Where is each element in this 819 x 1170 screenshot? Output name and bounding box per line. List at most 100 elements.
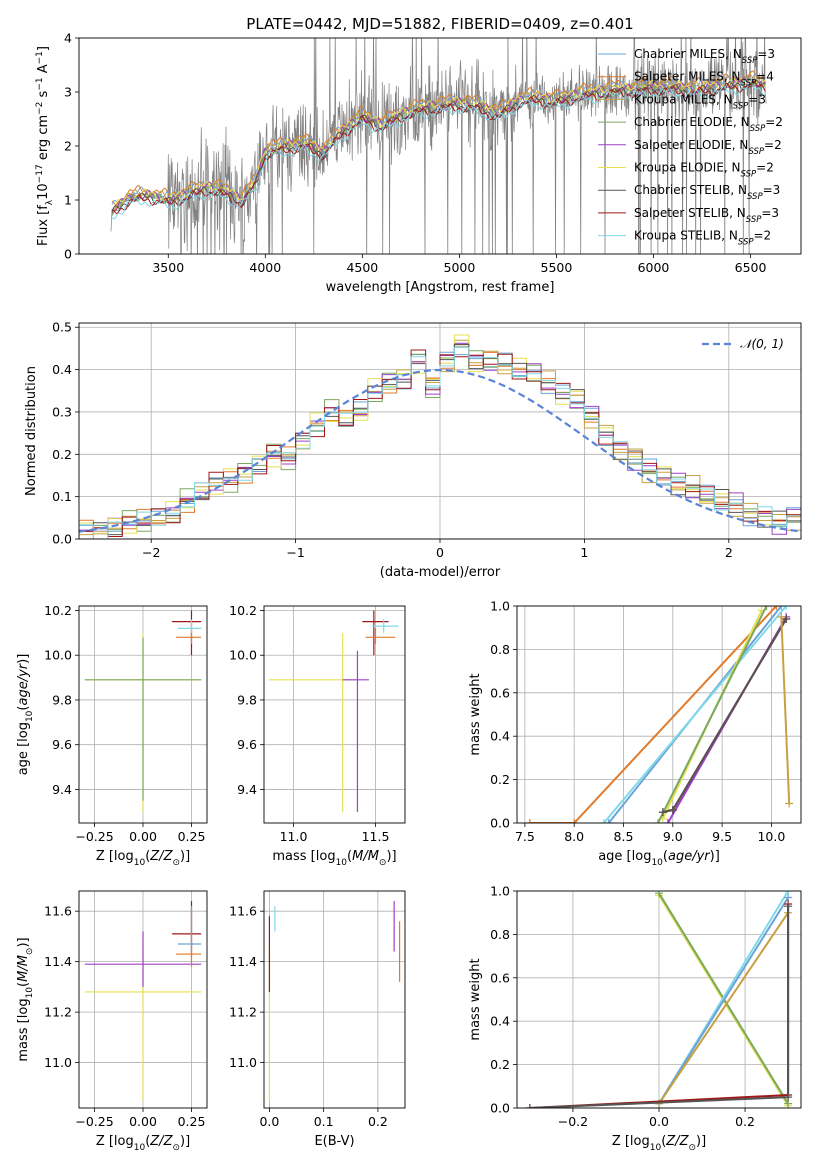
y-axis-label-part: −1	[35, 77, 45, 90]
panel-age-vs-mass: 11.0 11.5 9.4 9.6 9.8 10.0 10.2 mass [log10(M/M…	[229, 603, 406, 868]
y-tick-label: 0.6	[490, 685, 510, 700]
x-axis-label-part: (data-model)/error	[380, 565, 501, 580]
x-axis-label-part: E(B-V)	[314, 1134, 354, 1149]
y-tick-label: 0.2	[52, 447, 72, 462]
x-axis-label-part: 10	[134, 1143, 146, 1153]
y-tick-label: 9.8	[52, 692, 72, 707]
y-axis-label-part: )]	[16, 654, 31, 664]
legend-label: Chabrier STELIB, NSSP=3	[634, 183, 780, 202]
legend-value: =3	[763, 183, 781, 197]
y-axis-label-part: 10	[25, 710, 35, 722]
y-tick-label: 0	[64, 247, 72, 262]
weight-line-kroupa-miles	[780, 616, 791, 804]
x-axis-label: E(B-V)	[314, 1134, 354, 1149]
x-tick-label: 8.5	[614, 829, 634, 844]
x-axis-label-part: ⊙	[172, 1143, 180, 1153]
legend-name: Chabrier STELIB, N	[634, 183, 747, 197]
x-tick-label: 6500	[735, 260, 767, 275]
y-tick-label: 4	[64, 31, 72, 46]
weight-line-chabrier-elodie-marker	[654, 819, 663, 823]
y-tick-label: 11.2	[229, 1005, 257, 1020]
legend-value: =4	[756, 70, 774, 84]
weight-line-kroupa-miles-marker	[785, 799, 794, 808]
x-axis-label: (data-model)/error	[380, 565, 501, 580]
x-tick-label: 8.0	[564, 829, 584, 844]
legend-label: Chabrier MILES, NSSP=3	[634, 47, 775, 66]
legend-sub: SSP	[747, 192, 763, 202]
weight-line-kroupa-stelib-marker	[782, 606, 791, 610]
weight-line-chabrier-stelib-marker	[784, 1093, 793, 1102]
x-tick-label: 9.0	[663, 829, 683, 844]
panel-residuals: −2 −1 0 1 2 0.0 0.1 0.2 0.3 0.4 0.5 𝒩(0, 1) (data-mo…	[24, 320, 802, 580]
x-tick-label: −0.25	[75, 829, 113, 844]
legend-value: =2	[754, 229, 772, 243]
x-axis-label-part: mass [log	[272, 849, 335, 864]
x-tick-label: 0.00	[129, 829, 157, 844]
x-tick-label: 0.2	[368, 1114, 388, 1129]
y-axis-label-part: A	[36, 64, 51, 77]
x-axis-label-part: ⊙	[172, 858, 180, 868]
axes-frame	[263, 605, 406, 824]
x-tick-label: 9.5	[712, 829, 732, 844]
x-axis-label-part: 10	[134, 858, 146, 868]
x-axis-label-part: 10	[336, 858, 348, 868]
x-tick-label: 11.0	[280, 829, 308, 844]
y-tick-label: 0.2	[490, 1057, 510, 1072]
legend-sub: SSP	[750, 124, 766, 134]
x-axis-label-part: Z [log	[612, 1134, 650, 1149]
legend-label: Salpeter ELODIE, NSSP=2	[634, 138, 782, 157]
axes-frame	[516, 605, 802, 824]
y-tick-label: 11.6	[44, 904, 72, 919]
x-tick-label: 7.5	[515, 829, 535, 844]
model-line-kroupa-miles	[111, 73, 766, 212]
y-tick-label: 0.8	[490, 642, 510, 657]
panel-weight-vs-Z: −0.2 0.0 0.2 0.0 0.2 0.4 0.6 0.8 1.0 Z [log10(Z/Z…	[468, 884, 802, 1153]
weight-line-salpeter-elodie-marker	[663, 819, 672, 823]
y-axis-label-part: −17	[35, 164, 45, 183]
y-axis-label-part: ]	[36, 46, 51, 51]
y-tick-label: 0.4	[490, 1014, 510, 1029]
x-tick-label: 5000	[444, 260, 476, 275]
legend-value: =3	[757, 47, 775, 61]
axes-frame	[78, 605, 208, 824]
x-axis-label-part: Z [log	[96, 1134, 134, 1149]
legend-sub: SSP	[742, 56, 758, 66]
x-axis-label: Z [log10(Z/Z⊙)]	[612, 1134, 706, 1153]
y-axis-label: Normed distribution	[24, 366, 39, 496]
y-tick-label: 3	[64, 85, 72, 100]
y-axis-label-part: age/yr	[16, 662, 31, 705]
y-axis-label-part: ⊙	[25, 948, 35, 956]
x-tick-label: 0.1	[314, 1114, 334, 1129]
x-tick-label: −0.25	[75, 1114, 113, 1129]
weight-line-chabrier-stelib-marker	[525, 1104, 534, 1108]
legend-sub: SSP	[738, 238, 754, 248]
weight-line-salpeter-miles	[529, 606, 778, 823]
weight-line-chabrier-stelib-marker	[784, 902, 793, 911]
x-axis-label: Z [log10(Z/Z⊙)]	[96, 849, 190, 868]
y-axis-label-part: mass weight	[468, 958, 483, 1040]
weight-line-chabrier-elodie-marker	[762, 606, 771, 610]
legend-value: =3	[748, 92, 766, 106]
histogram-kroupa-stelib	[79, 347, 801, 539]
x-tick-label: 1	[580, 545, 588, 560]
axes-frame	[516, 890, 802, 1109]
x-axis-label-part: )]	[710, 849, 720, 864]
x-axis-label-part: ⊙	[379, 858, 387, 868]
y-tick-label: 9.6	[52, 737, 72, 752]
legend-name: Kroupa ELODIE, N	[634, 161, 741, 175]
legend-name: Kroupa STELIB, N	[634, 229, 738, 243]
x-axis-label-part: (	[145, 849, 150, 864]
y-tick-label: 10.2	[44, 603, 72, 618]
panel-mass-vs-ebv: 0.0 0.1 0.2 11.0 11.2 11.4 11.6 E(B-V)	[229, 890, 406, 1149]
legend-label: Kroupa STELIB, NSSP=2	[634, 229, 771, 248]
y-tick-label: 10.2	[229, 603, 257, 618]
y-tick-label: 11.0	[229, 1055, 257, 1070]
y-tick-label: 0.8	[490, 927, 510, 942]
y-axis-label-part: Normed distribution	[24, 366, 39, 496]
x-tick-label: 0.25	[178, 829, 206, 844]
legend-sub: SSP	[741, 79, 757, 89]
y-tick-label: 0.1	[52, 489, 72, 504]
weight-line-chabrier-elodie-marker	[655, 891, 663, 898]
